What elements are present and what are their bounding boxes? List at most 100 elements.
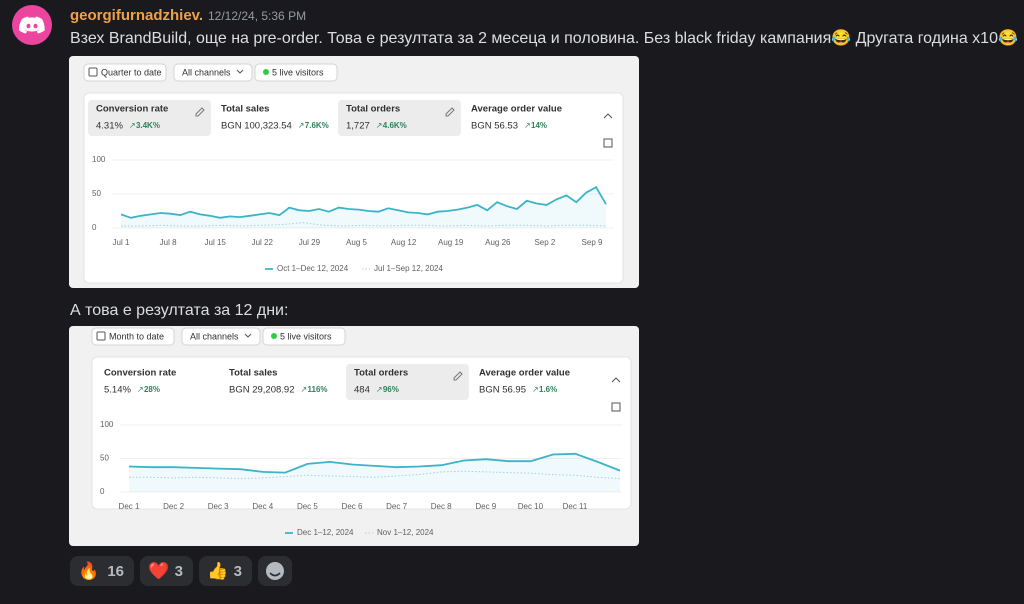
metric-change: 4.6K% (383, 121, 407, 130)
toolbar-button[interactable] (254, 63, 338, 82)
metric-label: Average order value (479, 368, 570, 379)
x-tick-label: Dec 7 (386, 502, 407, 511)
calendar-icon (96, 331, 106, 341)
toolbar-button[interactable] (181, 327, 261, 346)
legend-label: Jul 1–Sep 12, 2024 (374, 264, 443, 273)
metric-highlight[interactable] (338, 100, 461, 136)
x-tick-label: Aug 19 (438, 238, 464, 247)
toolbar-button[interactable] (173, 63, 253, 82)
message-caption: А това е резултата за 12 дни: (70, 302, 288, 319)
metric-label: Total sales (229, 368, 277, 379)
y-tick-label: 50 (92, 189, 101, 198)
panel (91, 356, 632, 510)
zoom-icon[interactable] (611, 402, 621, 412)
reaction-count: 16 (107, 563, 124, 580)
metric-label: Total sales (221, 104, 269, 115)
metric-arrow: ↗ (524, 121, 531, 130)
metric-label: Conversion rate (104, 368, 176, 379)
series-line (121, 222, 607, 227)
metric-value: BGN 100,323.54 (221, 121, 292, 132)
metric-value: BGN 29,208.92 (229, 385, 295, 396)
x-tick-label: Aug 12 (391, 238, 417, 247)
x-tick-label: Dec 6 (342, 502, 363, 511)
y-tick-label: 50 (100, 454, 109, 463)
live-dot (263, 69, 269, 75)
live-dot (271, 333, 277, 339)
message-text: Взех BrandBuild, още на pre-order. Това … (70, 29, 1018, 47)
toolbar-label: All channels (182, 67, 231, 77)
toolbar-label: 5 live visitors (280, 331, 332, 341)
line-area (129, 453, 620, 492)
x-tick-label: Dec 4 (252, 502, 273, 511)
collapse-chevron[interactable] (603, 113, 613, 119)
edit-icon (445, 107, 455, 117)
x-tick-label: Sep 2 (534, 238, 555, 247)
reaction-emoji: 🔥 (78, 560, 99, 580)
reactions: 🔥 16 ❤️ 3 👍 3 (70, 556, 292, 586)
x-tick-label: Dec 5 (297, 502, 318, 511)
reaction-button[interactable] (140, 556, 193, 586)
x-tick-label: Dec 8 (431, 502, 452, 511)
toolbar-label: Quarter to date (101, 67, 162, 77)
smiley-face (269, 572, 281, 577)
reaction-emoji: 👍 (207, 560, 228, 580)
x-tick-label: Dec 1 (119, 502, 140, 511)
metric-arrow: ↗ (376, 121, 383, 130)
y-tick-label: 100 (100, 420, 114, 429)
x-tick-label: Aug 5 (346, 238, 367, 247)
metric-arrow: ↗ (129, 121, 136, 130)
legend-label: Dec 1–12, 2024 (297, 528, 354, 537)
metric-change: 28% (144, 385, 160, 394)
toolbar-label: 5 live visitors (272, 67, 324, 77)
line-area (121, 187, 606, 228)
metric-arrow: ↗ (376, 385, 383, 394)
collapse-chevron[interactable] (611, 377, 621, 383)
reaction-count: 3 (175, 563, 183, 580)
author[interactable]: georgifurnadzhiev. (70, 7, 203, 24)
reaction-button[interactable] (70, 556, 134, 586)
metric-arrow: ↗ (137, 385, 144, 394)
x-tick-label: Jul 29 (299, 238, 321, 247)
metric-value: 4.31% (96, 121, 123, 132)
reaction-count: 3 (234, 563, 242, 580)
metric-change: 7.6K% (305, 121, 329, 130)
y-tick-label: 100 (92, 155, 106, 164)
metric-label: Conversion rate (96, 104, 168, 115)
x-tick-label: Dec 10 (518, 502, 544, 511)
calendar-icon (88, 67, 98, 77)
metric-change: 3.4K% (136, 121, 160, 130)
metric-label: Total orders (354, 368, 408, 379)
metric-value: 484 (354, 385, 370, 396)
x-tick-label: Jul 22 (252, 238, 274, 247)
timestamp: 12/12/24, 5:36 PM (208, 9, 306, 23)
x-tick-label: Dec 3 (208, 502, 229, 511)
legend-label: Oct 1–Dec 12, 2024 (277, 264, 349, 273)
metric-change: 96% (383, 385, 399, 394)
chevron (244, 333, 252, 338)
y-tick-label: 0 (92, 223, 97, 232)
series-line (128, 452, 621, 474)
toolbar-label: All channels (190, 331, 239, 341)
smiley-icon (266, 562, 284, 580)
attachments: Quarter to date All channels 5 live visito… (69, 56, 639, 546)
metric-change: 116% (308, 385, 328, 394)
edit-icon (453, 371, 463, 381)
toolbar-button[interactable] (91, 327, 175, 346)
metric-highlight[interactable] (346, 364, 469, 400)
metric-highlight[interactable] (88, 100, 211, 136)
edit-icon (195, 107, 205, 117)
zoom-icon[interactable] (603, 138, 613, 148)
avatar[interactable] (12, 5, 52, 45)
metric-arrow: ↗ (298, 121, 305, 130)
x-tick-label: Jul 8 (160, 238, 177, 247)
x-tick-label: Jul 15 (205, 238, 227, 247)
reaction-button[interactable] (199, 556, 252, 586)
metric-label: Total orders (346, 104, 400, 115)
x-tick-label: Sep 9 (582, 238, 603, 247)
toolbar-button[interactable] (262, 327, 346, 346)
toolbar-button[interactable] (83, 63, 167, 82)
panel (83, 92, 624, 284)
screenshot: Month to date All channels 5 live visitors… (69, 326, 639, 546)
metric-label: Average order value (471, 104, 562, 115)
